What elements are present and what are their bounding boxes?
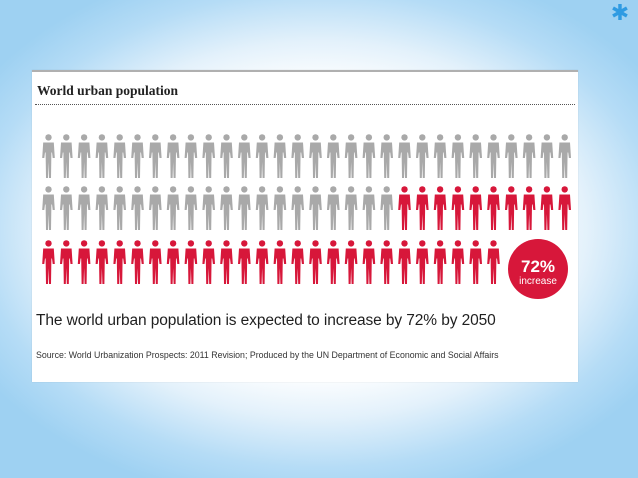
person-icon — [398, 240, 411, 284]
person-icon — [42, 186, 55, 230]
person-icon — [149, 186, 162, 230]
person-icon — [95, 134, 109, 178]
person-icon — [255, 186, 269, 230]
person-icon — [451, 134, 465, 178]
person-icon — [255, 240, 269, 284]
person-icon — [327, 240, 340, 284]
person-icon — [309, 240, 322, 284]
increase-badge: 72% increase — [508, 239, 568, 299]
person-icon — [291, 240, 304, 284]
person-icon — [220, 186, 233, 230]
person-icon — [469, 240, 482, 284]
person-icon — [469, 134, 482, 178]
person-icon — [77, 240, 91, 284]
person-icon — [451, 186, 465, 230]
badge-value: 72% — [521, 257, 555, 276]
person-icon — [131, 240, 144, 284]
person-icon — [487, 134, 500, 178]
person-icon — [291, 134, 304, 178]
person-icon — [220, 240, 233, 284]
person-icon — [60, 134, 73, 178]
person-icon — [273, 134, 287, 178]
person-icon — [60, 186, 73, 230]
person-icon — [487, 240, 500, 284]
person-icon — [202, 134, 215, 178]
person-icon — [238, 186, 251, 230]
person-icon — [522, 134, 536, 178]
person-icon — [273, 240, 287, 284]
person-icon — [433, 240, 447, 284]
top-rule — [32, 70, 578, 72]
person-icon — [238, 240, 251, 284]
person-icon — [309, 186, 322, 230]
person-icon — [362, 186, 376, 230]
person-icon — [416, 240, 429, 284]
badge-circle — [508, 239, 568, 299]
person-icon — [77, 134, 91, 178]
person-icon — [291, 186, 304, 230]
person-icon — [113, 240, 126, 284]
person-icon — [487, 186, 500, 230]
chart-title: World urban population — [37, 83, 179, 98]
source-note: Source: World Urbanization Prospects: 20… — [36, 350, 499, 360]
person-icon — [380, 134, 393, 178]
person-icon — [95, 240, 109, 284]
person-icon — [344, 240, 358, 284]
person-icon — [184, 186, 198, 230]
person-icon — [42, 240, 55, 284]
person-icon — [113, 134, 126, 178]
person-icon — [166, 186, 180, 230]
person-icon — [505, 134, 518, 178]
person-icon — [184, 240, 198, 284]
person-icon — [451, 240, 465, 284]
person-icon — [469, 186, 482, 230]
infographic-card: World urban population 72% increase The … — [32, 70, 578, 382]
star-icon: ✱ — [610, 1, 630, 26]
person-icon — [113, 186, 126, 230]
person-icon — [416, 186, 429, 230]
person-icon — [60, 240, 73, 284]
person-icon — [398, 134, 411, 178]
person-icon — [273, 186, 287, 230]
person-icon — [42, 134, 55, 178]
person-icon — [505, 186, 518, 230]
person-icon — [398, 186, 411, 230]
person-icon — [327, 134, 340, 178]
person-icon — [540, 134, 554, 178]
person-icon — [149, 240, 162, 284]
person-icon — [380, 240, 393, 284]
person-icon — [433, 134, 447, 178]
person-icon — [380, 186, 393, 230]
person-icon — [327, 186, 340, 230]
person-icon — [202, 240, 215, 284]
person-icon — [309, 134, 322, 178]
person-icon — [344, 134, 358, 178]
person-icon — [184, 134, 198, 178]
person-icon — [166, 134, 180, 178]
chart-caption: The world urban population is expected t… — [36, 312, 496, 329]
person-icon — [202, 186, 215, 230]
person-icon — [131, 186, 144, 230]
person-icon — [131, 134, 144, 178]
person-icon — [238, 134, 251, 178]
person-icon — [166, 240, 180, 284]
person-icon — [362, 134, 376, 178]
person-icon — [558, 134, 571, 178]
person-icon — [77, 186, 91, 230]
person-icon — [558, 186, 571, 230]
person-icon — [416, 134, 429, 178]
person-icon — [255, 134, 269, 178]
person-icon — [362, 240, 376, 284]
person-icon — [522, 186, 536, 230]
pictogram: 72% increase — [42, 134, 571, 299]
badge-label: increase — [519, 276, 557, 287]
person-icon — [344, 186, 358, 230]
person-icon — [433, 186, 447, 230]
dotted-divider — [35, 104, 575, 105]
person-icon — [220, 134, 233, 178]
person-icon — [149, 134, 162, 178]
person-icon — [95, 186, 109, 230]
person-icon — [540, 186, 554, 230]
